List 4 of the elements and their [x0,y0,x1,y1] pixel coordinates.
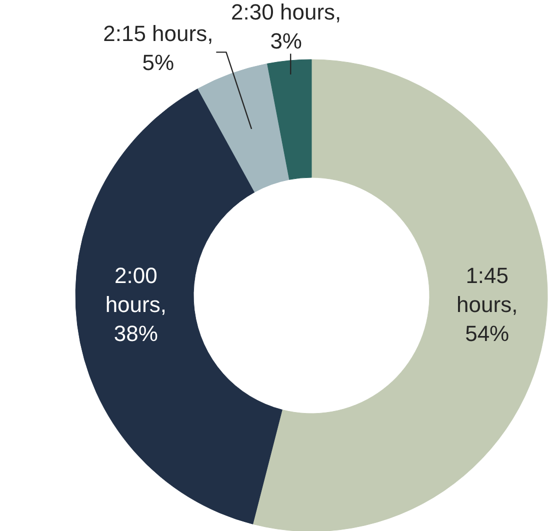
slice-label: 2:00 hours, 38% [105,262,166,346]
slice-label: 2:30 hours, 3% [231,0,342,54]
slice-label: 1:45 hours, 54% [456,262,518,346]
slice-label: 2:15 hours, 5% [103,21,214,76]
